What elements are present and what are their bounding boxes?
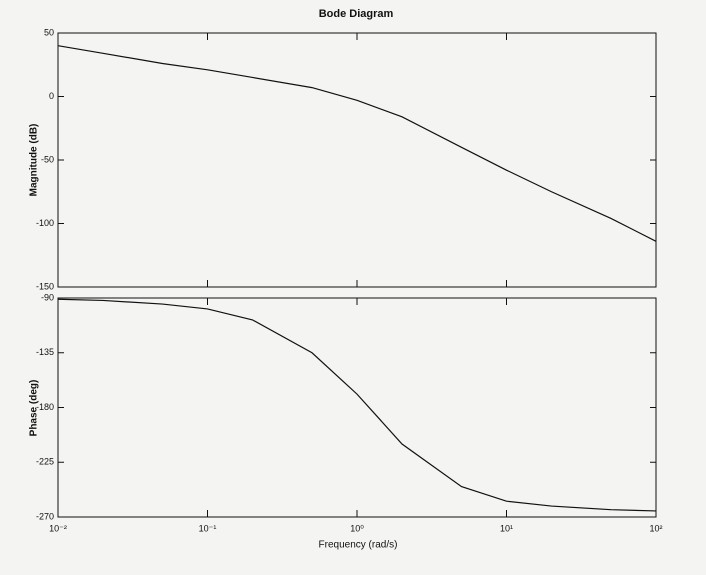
- data-line: [57, 45, 657, 242]
- y-tick-label: -90: [41, 292, 54, 302]
- x-tick-label: 10⁻¹: [199, 523, 217, 533]
- y-tick-label: -150: [36, 281, 54, 291]
- axes-frame: [57, 32, 657, 288]
- x-tick-label: 10⁻²: [49, 523, 67, 533]
- y-tick-label: 0: [49, 91, 54, 101]
- x-tick-label: 10¹: [500, 523, 513, 533]
- y-tick-label: -270: [36, 511, 54, 521]
- y-tick-label: -50: [41, 154, 54, 164]
- x-tick-label: 10²: [649, 523, 662, 533]
- x-tick-label: 10⁰: [350, 523, 364, 533]
- chart-title: Bode Diagram: [319, 8, 394, 20]
- y-tick-label: -225: [36, 457, 54, 467]
- x-axis-label: Frequency (rad/s): [319, 540, 398, 551]
- y-axis-label: Magnitude (dB): [29, 124, 40, 197]
- data-line: [57, 298, 657, 512]
- axes-frame: [57, 297, 657, 518]
- y-tick-label: -135: [36, 347, 54, 357]
- y-tick-label: -180: [36, 402, 54, 412]
- y-tick-label: 50: [44, 27, 54, 37]
- y-tick-label: -100: [36, 218, 54, 228]
- y-axis-label: Phase (deg): [29, 380, 40, 437]
